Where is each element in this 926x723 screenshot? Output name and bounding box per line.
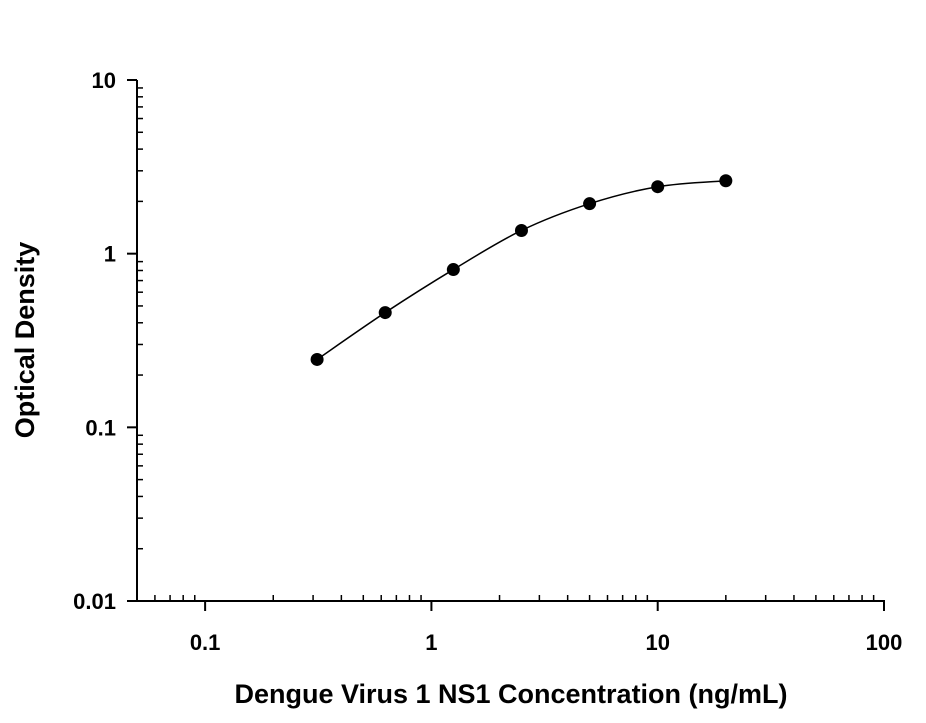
data-point [378, 306, 392, 320]
data-point [583, 197, 597, 211]
x-tick-label: 1 [425, 630, 437, 655]
data-point [446, 263, 460, 277]
x-tick-label: 10 [645, 630, 669, 655]
y-tick-label: 0.1 [85, 415, 116, 440]
y-axis-label: Optical Density [10, 242, 40, 439]
fit-curve [316, 179, 726, 361]
data-point [310, 352, 324, 366]
data-point [651, 180, 665, 194]
data-point [514, 223, 528, 237]
data-points [310, 174, 733, 366]
tick-labels: 0.1 1 10 100 0.01 0.1 1 10 [73, 68, 902, 655]
y-tick-label: 1 [104, 242, 116, 267]
x-tick-label: 100 [866, 630, 903, 655]
y-tick-label: 10 [92, 68, 116, 93]
x-tick-label: 0.1 [190, 630, 221, 655]
y-tick-label: 0.01 [73, 589, 116, 614]
data-point [719, 174, 733, 188]
x-axis-label: Dengue Virus 1 NS1 Concentration (ng/mL) [234, 679, 787, 709]
ticks [127, 79, 885, 611]
axes [136, 80, 885, 602]
